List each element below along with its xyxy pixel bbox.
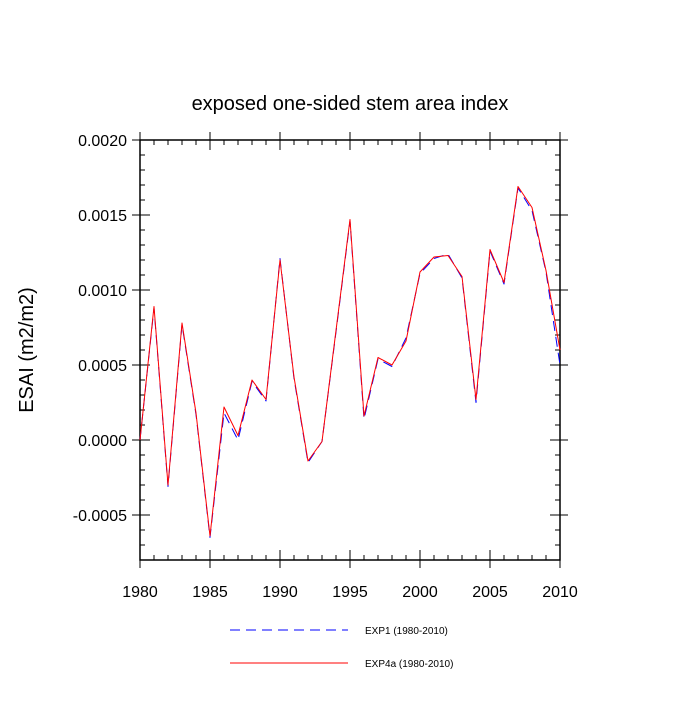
x-axis-ticks: 1980 1985 1990 1995 2000 2005 2010 xyxy=(122,132,578,601)
y-tick-label: 0.0010 xyxy=(78,283,127,300)
y-tick-label: 0.0005 xyxy=(78,358,127,375)
legend: EXP1 (1980-2010) EXP4a (1980-2010) xyxy=(230,626,453,670)
x-tick-label: 1980 xyxy=(122,584,158,601)
legend-label-1: EXP1 (1980-2010) xyxy=(365,626,448,637)
x-tick-label: 1985 xyxy=(192,584,228,601)
x-tick-label: 2005 xyxy=(472,584,508,601)
plot-frame xyxy=(139,139,561,561)
y-tick-label: 0.0000 xyxy=(78,433,127,450)
x-tick-label: 1990 xyxy=(262,584,298,601)
series-layer xyxy=(139,186,561,538)
chart-title: exposed one-sided stem area index xyxy=(192,93,509,115)
y-tick-label: 0.0015 xyxy=(78,208,127,225)
series-line-1 xyxy=(139,187,561,538)
y-tick-label: 0.0020 xyxy=(78,133,127,150)
x-tick-label: 1995 xyxy=(332,584,368,601)
series-line-2 xyxy=(139,186,561,537)
x-tick-label: 2010 xyxy=(542,584,578,601)
legend-label-2: EXP4a (1980-2010) xyxy=(365,659,453,670)
y-tick-label: -0.0005 xyxy=(73,508,127,525)
plot-border xyxy=(139,139,561,561)
y-axis-label: ESAI (m2/m2) xyxy=(16,287,38,413)
x-tick-label: 2000 xyxy=(402,584,438,601)
y-axis-ticks: -0.0005 0.0000 0.0005 0.0010 0.0015 0.0020 xyxy=(73,133,568,561)
